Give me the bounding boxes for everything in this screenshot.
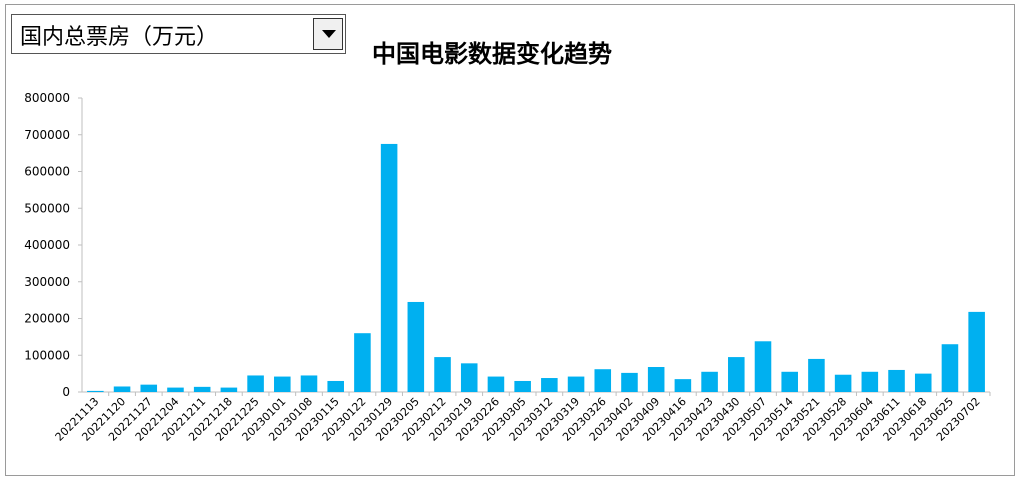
bar-20230611 <box>888 369 905 392</box>
bar-20230702 <box>968 311 985 392</box>
y-tick-label: 400000 <box>24 238 70 252</box>
bar-20230319 <box>567 376 585 392</box>
bar-20230129 <box>380 143 398 392</box>
bar-20221218 <box>220 387 238 392</box>
bar-20230226 <box>487 376 505 392</box>
bar-20221211 <box>193 386 211 392</box>
bar-20221204 <box>167 387 184 392</box>
y-tick-label: 200000 <box>24 312 70 326</box>
chevron-down-icon <box>322 30 336 38</box>
bar-20230108 <box>300 375 318 392</box>
metric-dropdown[interactable]: 国内总票房（万元） <box>11 14 346 54</box>
bar-20230402 <box>621 372 638 392</box>
bar-20221120 <box>113 386 131 392</box>
y-tick-label: 300000 <box>24 275 70 289</box>
bar-20230430 <box>728 357 745 392</box>
bar-20230305 <box>514 380 531 392</box>
bar-20230514 <box>781 371 798 392</box>
y-tick-label: 500000 <box>24 201 70 215</box>
bar-20230604 <box>861 371 879 392</box>
bar-20230409 <box>647 367 665 392</box>
bar-20230219 <box>460 363 478 392</box>
bar-20230528 <box>834 374 852 392</box>
bar-20230312 <box>541 378 558 392</box>
bar-20230423 <box>701 371 718 392</box>
y-tick-label: 600000 <box>24 165 70 179</box>
bar-20221225 <box>247 375 264 392</box>
bar-20230618 <box>914 373 932 392</box>
y-tick-label: 0 <box>62 385 70 399</box>
bar-20230212 <box>434 357 451 392</box>
bar-20230115 <box>327 380 344 392</box>
y-tick-label: 700000 <box>24 128 70 142</box>
dropdown-selected-value: 国内总票房（万元） <box>20 25 219 50</box>
bar-20230521 <box>808 358 825 392</box>
y-tick-label: 800000 <box>24 91 70 105</box>
bar-20221113 <box>87 390 104 392</box>
bar-20230101 <box>274 376 291 392</box>
bar-20230205 <box>407 301 425 392</box>
bar-20221127 <box>140 384 158 392</box>
bar-20230416 <box>674 379 692 392</box>
bar-20230625 <box>941 344 959 392</box>
bar-20230507 <box>754 341 772 392</box>
bar-20230122 <box>354 333 371 392</box>
bar-20230326 <box>594 369 612 392</box>
y-tick-label: 100000 <box>24 348 70 362</box>
chart-title: 中国电影数据变化趋势 <box>372 40 612 68</box>
chart-frame <box>5 4 1015 476</box>
dropdown-arrow-button[interactable] <box>313 18 343 50</box>
